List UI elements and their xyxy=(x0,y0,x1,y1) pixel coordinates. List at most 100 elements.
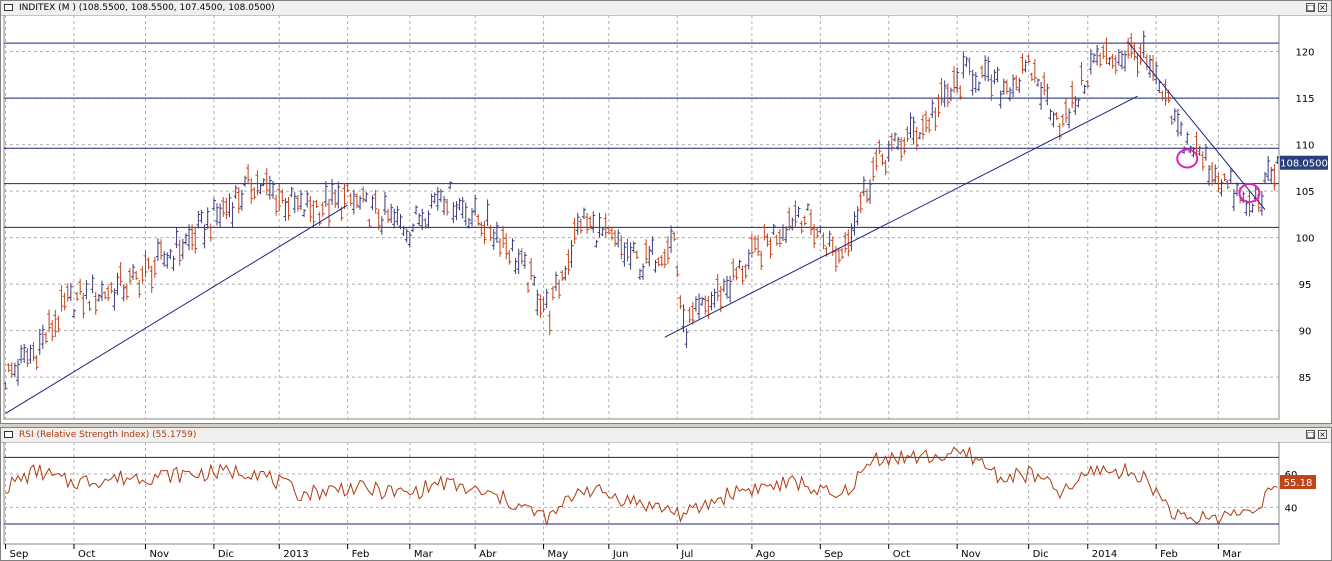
price-y-tick-label: 105 xyxy=(1295,187,1314,198)
price-bar xyxy=(78,278,83,295)
price-bar xyxy=(836,247,841,264)
price-bar xyxy=(34,355,39,371)
price-bar xyxy=(656,257,661,267)
price-bar xyxy=(622,242,627,267)
price-bar xyxy=(466,217,471,229)
price-bar xyxy=(1035,78,1040,87)
price-bar xyxy=(1213,164,1218,184)
price-bar xyxy=(600,227,605,237)
price-bar xyxy=(308,195,313,223)
price-bar xyxy=(1085,79,1090,88)
price-bar xyxy=(410,223,415,233)
price-bar xyxy=(112,288,117,311)
price-bar xyxy=(1225,179,1230,190)
price-bar xyxy=(317,211,322,226)
price-bar xyxy=(115,272,120,296)
price-bar xyxy=(886,140,891,162)
panel-menu-icon[interactable] xyxy=(4,431,13,438)
price-bar xyxy=(1172,108,1177,122)
price-bar xyxy=(84,280,89,300)
price-bar xyxy=(693,296,698,312)
restore-icon[interactable]: □ xyxy=(1306,3,1315,12)
price-bar xyxy=(81,292,86,319)
price-bar xyxy=(790,217,795,231)
price-bar xyxy=(65,283,70,302)
price-bar xyxy=(1001,78,1006,95)
price-bar xyxy=(289,186,294,198)
price-bar xyxy=(715,274,720,302)
price-bar xyxy=(765,233,770,247)
price-bar xyxy=(15,358,20,386)
price-bar xyxy=(171,255,176,271)
price-bar xyxy=(121,284,126,302)
x-axis-month-label: Feb xyxy=(1160,549,1178,560)
price-bar xyxy=(547,310,552,336)
price-bar xyxy=(709,291,714,311)
price-bar xyxy=(780,224,785,242)
close-icon[interactable]: × xyxy=(1318,430,1327,439)
price-bar xyxy=(1160,90,1165,101)
price-bar xyxy=(637,268,642,280)
price-bar xyxy=(162,251,167,267)
price-bar xyxy=(1185,131,1190,145)
price-bar xyxy=(137,280,142,298)
price-bar xyxy=(311,200,316,228)
price-y-tick-label: 95 xyxy=(1299,280,1312,291)
price-bar xyxy=(103,291,108,300)
price-bar xyxy=(609,227,614,241)
price-bar xyxy=(606,226,611,235)
last-price-label-bg xyxy=(1280,155,1328,170)
price-bar xyxy=(855,206,860,226)
price-bar xyxy=(712,288,717,308)
price-bar xyxy=(771,223,776,236)
price-bar xyxy=(457,198,462,211)
x-axis-month-label: Dic xyxy=(218,549,234,560)
price-bar xyxy=(283,197,288,222)
price-bar xyxy=(376,208,381,230)
price-bar xyxy=(470,208,475,227)
restore-icon[interactable]: □ xyxy=(1306,430,1315,439)
price-bar xyxy=(653,259,658,273)
price-bar xyxy=(986,56,991,82)
price-bar xyxy=(485,199,490,226)
last-rsi-label-bg xyxy=(1280,475,1316,490)
price-bar xyxy=(239,189,244,211)
price-y-tick-label: 115 xyxy=(1295,94,1314,105)
price-bar xyxy=(351,189,356,215)
price-bar xyxy=(1169,115,1174,125)
last-rsi-label: 55.18 xyxy=(1284,478,1313,489)
price-bar xyxy=(1151,54,1156,81)
price-bar xyxy=(812,223,817,249)
price-bar xyxy=(728,275,733,303)
price-bar xyxy=(560,270,565,282)
close-icon[interactable]: × xyxy=(1318,3,1327,12)
x-axis-month-label: Mar xyxy=(414,549,434,560)
price-bar xyxy=(1194,131,1199,157)
price-bar xyxy=(205,207,210,229)
price-bar xyxy=(563,265,568,281)
price-bar xyxy=(286,196,291,221)
price-bar xyxy=(323,181,328,207)
price-bar xyxy=(479,221,484,237)
x-axis-month-label: Abr xyxy=(479,549,497,560)
x-axis-month-label: Nov xyxy=(961,549,981,560)
trendline xyxy=(1127,41,1266,211)
price-bar xyxy=(398,213,403,230)
price-bar xyxy=(883,159,888,176)
price-bar xyxy=(1004,79,1009,95)
price-bar xyxy=(675,264,680,278)
price-bar xyxy=(644,239,649,264)
price-bar xyxy=(920,114,925,140)
price-bar xyxy=(1008,87,1013,102)
price-bar xyxy=(1082,84,1087,95)
price-bar xyxy=(961,51,966,79)
price-bar xyxy=(134,270,139,281)
price-plot-area xyxy=(3,15,1280,420)
price-bar xyxy=(305,190,310,208)
price-bar xyxy=(96,293,101,302)
panel-menu-icon[interactable] xyxy=(4,4,13,11)
price-bar xyxy=(572,217,577,245)
price-bar xyxy=(314,200,319,209)
price-bar xyxy=(1138,43,1143,66)
rsi-line xyxy=(5,446,1278,526)
